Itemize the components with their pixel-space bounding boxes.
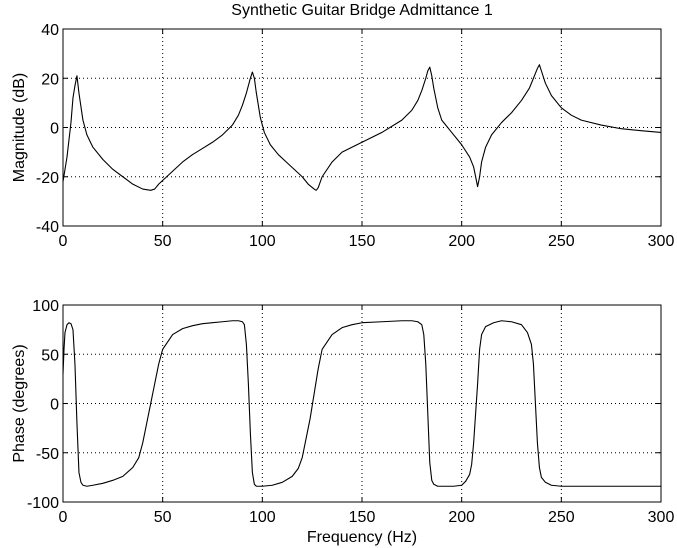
magnitude-xtick-label: 100 xyxy=(249,233,276,250)
phase-ytick-label: 0 xyxy=(50,397,59,414)
magnitude-ytick-label: 0 xyxy=(50,121,59,138)
phase-xtick-label: 300 xyxy=(648,509,675,526)
phase-xtick-label: 250 xyxy=(548,509,575,526)
magnitude-xtick-label: 250 xyxy=(548,233,575,250)
magnitude-xtick-label: 0 xyxy=(59,233,68,250)
phase-xtick-label: 50 xyxy=(154,509,172,526)
phase-y-axis-label: Phase (degrees) xyxy=(11,344,28,462)
magnitude-axes-frame xyxy=(62,28,662,227)
phase-ytick-label: 50 xyxy=(41,347,59,364)
magnitude-y-axis-label: Magnitude (dB) xyxy=(11,73,28,182)
phase-ytick-label: -50 xyxy=(36,446,59,463)
magnitude-ytick-label: -40 xyxy=(36,219,59,236)
phase-xtick-label: 150 xyxy=(349,509,376,526)
phase-axes-frame xyxy=(62,304,662,503)
phase-series-line xyxy=(62,320,661,487)
magnitude-xtick-label: 50 xyxy=(154,233,172,250)
phase-xtick-label: 0 xyxy=(59,509,68,526)
magnitude-xtick-label: 200 xyxy=(448,233,475,250)
phase-x-axis-label: Frequency (Hz) xyxy=(307,529,417,546)
magnitude-ytick-label: 20 xyxy=(41,71,59,88)
magnitude-ytick-label: -20 xyxy=(36,170,59,187)
phase-xtick-label: 200 xyxy=(448,509,475,526)
magnitude-series-line xyxy=(62,64,662,191)
magnitude-axes: 0 50 100 150 200 250 300 -40 -20 0 20 40 Synthetic G… xyxy=(11,2,674,250)
magnitude-ytick-label: 40 xyxy=(41,22,59,39)
phase-xtick-label: 100 xyxy=(249,509,276,526)
magnitude-xtick-label: 300 xyxy=(648,233,675,250)
magnitude-chart-title: Synthetic Guitar Bridge Admittance 1 xyxy=(231,2,493,19)
magnitude-xtick-label: 150 xyxy=(349,233,376,250)
phase-axes: 0 50 100 150 200 250 300 -100 -50 0 50 100 Phase (de… xyxy=(11,298,674,546)
phase-ytick-label: 100 xyxy=(32,298,59,315)
phase-ytick-label: -100 xyxy=(27,495,59,512)
